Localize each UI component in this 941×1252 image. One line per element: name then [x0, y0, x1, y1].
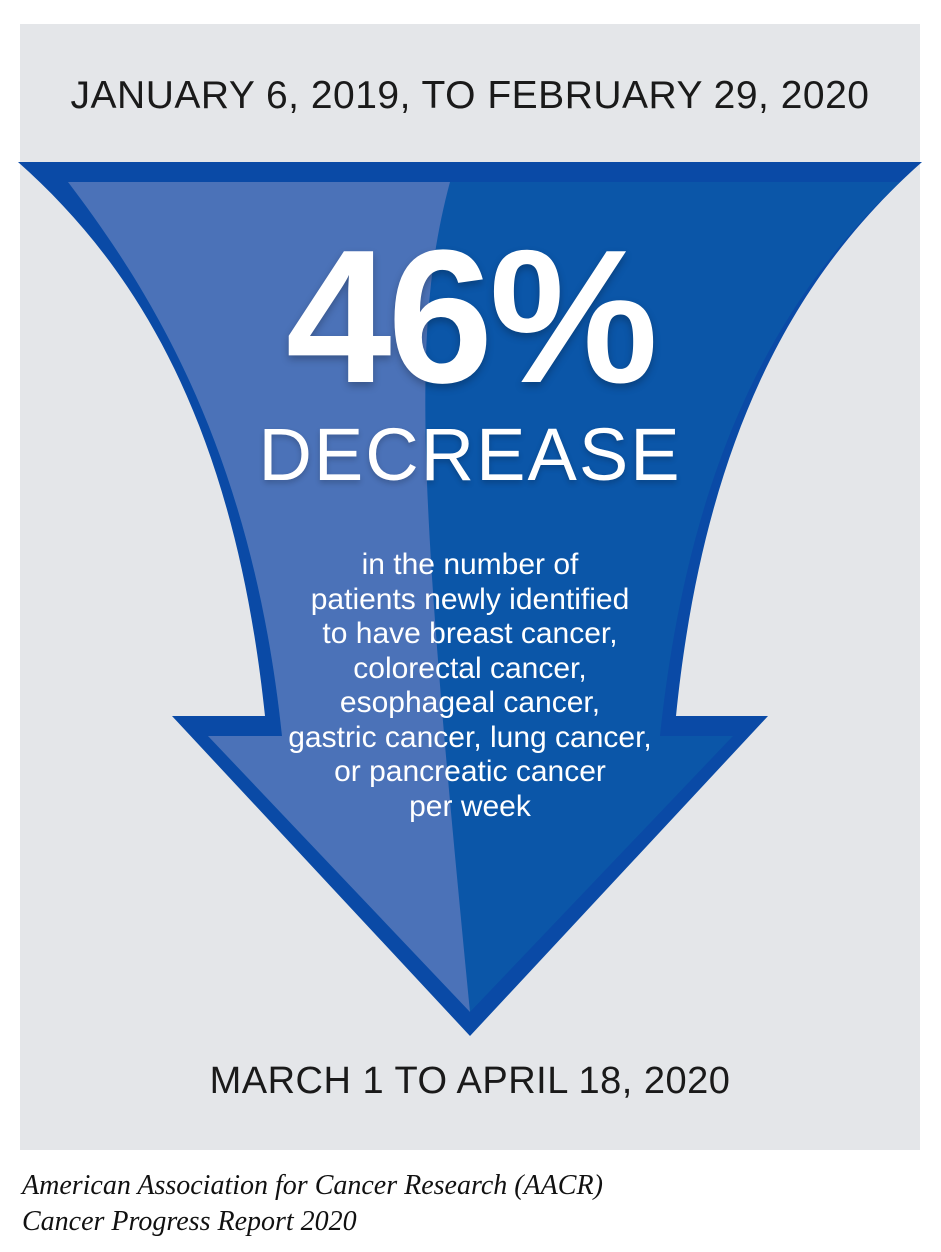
description-line: or pancreatic cancer: [334, 755, 606, 788]
source-citation: American Association for Cancer Research…: [22, 1168, 603, 1240]
description-line: gastric cancer, lung cancer,: [288, 720, 652, 754]
description-text: in the number of patients newly identifi…: [220, 548, 720, 824]
description-line: patients newly identified: [310, 582, 630, 616]
description-line: to have breast cancer,: [322, 617, 618, 650]
period-after-label: MARCH 1 TO APRIL 18, 2020: [209, 1060, 731, 1102]
description-line: per week: [409, 789, 531, 823]
description-line: colorectal cancer,: [353, 651, 587, 685]
headline-percentage: 46%: [285, 211, 658, 423]
source-line: Cancer Progress Report 2020: [22, 1206, 357, 1237]
period-before-label: JANUARY 6, 2019, TO FEBRUARY 29, 2020: [70, 74, 870, 117]
arrow-inner-highlight: [68, 182, 470, 1012]
source-line: American Association for Cancer Research…: [22, 1170, 603, 1201]
description-line: esophageal cancer,: [339, 686, 601, 719]
headline-decrease-label: DECREASE: [258, 413, 682, 496]
description-line: in the number of: [361, 548, 579, 581]
